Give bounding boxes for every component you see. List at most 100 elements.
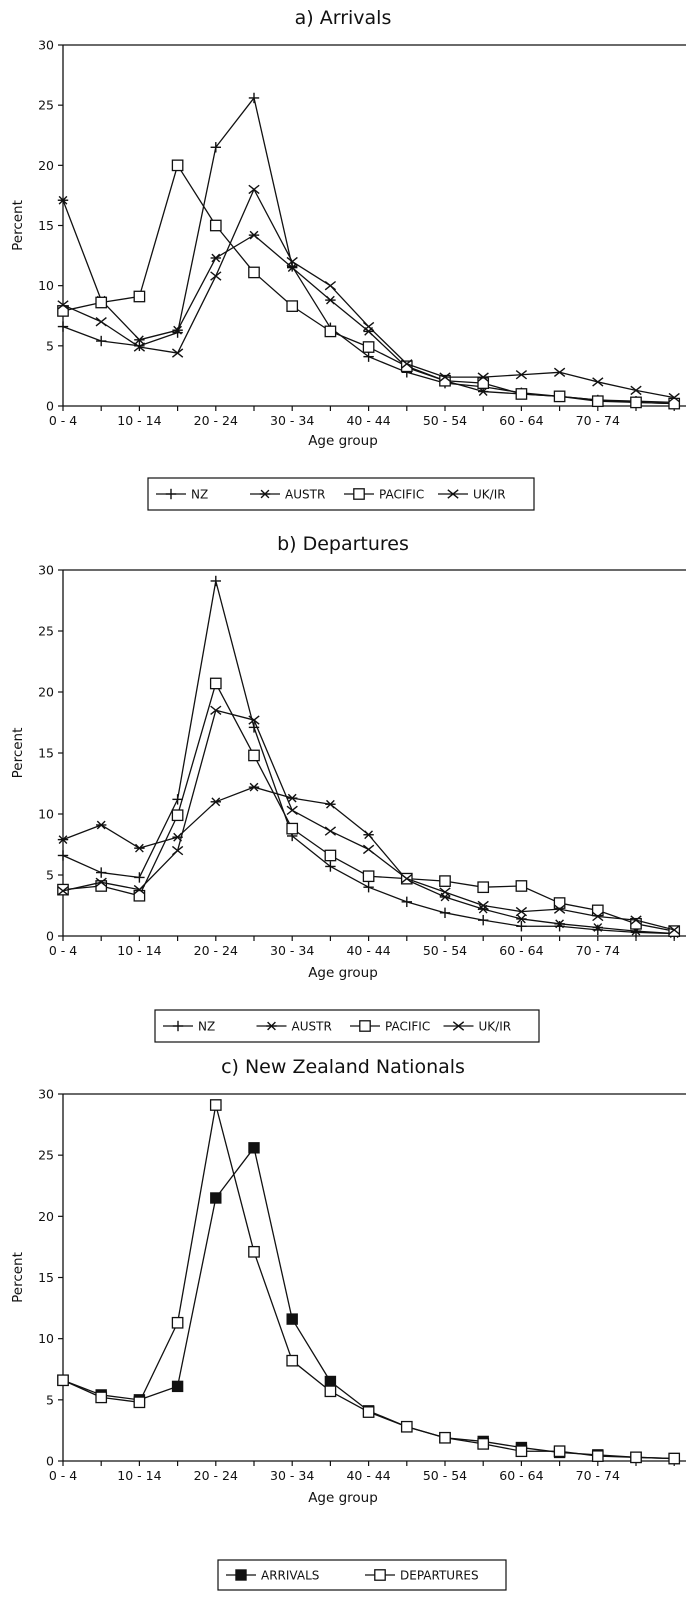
legend-box	[217, 1559, 507, 1591]
data-point-arrivals	[286, 1313, 298, 1325]
data-point-nz	[172, 794, 183, 805]
y-tick-label: 15	[38, 218, 54, 233]
data-point-austr	[210, 797, 221, 807]
data-point-nz	[57, 321, 69, 332]
data-point-pacific	[133, 889, 146, 902]
x-tick-label: 0 - 4	[49, 943, 77, 958]
y-tick-label: 0	[46, 399, 54, 414]
data-point-uk-ir	[439, 887, 451, 897]
data-point-uk-ir	[324, 280, 337, 291]
data-point-austr	[516, 914, 527, 924]
x-tick-label: 30 - 34	[270, 943, 314, 958]
x-tick-label: 20 - 24	[194, 413, 238, 428]
y-tick-label: 0	[46, 929, 54, 944]
data-point-uk-ir	[57, 300, 69, 310]
legend-marker	[447, 489, 459, 499]
y-tick-label: 30	[38, 563, 54, 578]
y-tick-label: 5	[46, 1392, 54, 1407]
legend: ARRIVALS DEPARTURES	[217, 1559, 507, 1591]
y-tick-label: 15	[38, 746, 54, 761]
data-point-pacific	[209, 219, 222, 232]
data-point-departures	[286, 1354, 299, 1367]
x-tick-label: 10 - 14	[117, 943, 161, 958]
data-point-uk-ir	[286, 256, 298, 267]
x-tick-label: 30 - 34	[270, 1468, 314, 1483]
series-uk-ir	[57, 705, 680, 935]
y-axis-label: Percent	[10, 728, 26, 779]
x-tick-label: 0 - 4	[49, 413, 77, 428]
x-tick-label: 40 - 44	[346, 943, 390, 958]
data-point-uk-ir	[439, 372, 451, 382]
x-tick-label: 50 - 54	[423, 413, 467, 428]
series-nz	[57, 92, 680, 408]
data-point-nz	[554, 921, 565, 932]
data-point-arrivals	[210, 1192, 222, 1204]
x-tick-label: 50 - 54	[423, 1468, 467, 1483]
data-point-uk-ir	[553, 904, 566, 914]
data-point-pacific	[362, 870, 375, 883]
x-axis-label: Age group	[308, 1490, 378, 1506]
data-point-uk-ir	[477, 900, 489, 911]
data-point-departures	[439, 1431, 451, 1444]
legend-item-austr: AUSTR	[250, 487, 325, 501]
series-line-austr	[62, 786, 675, 935]
legend-label: DEPARTURES	[400, 1568, 479, 1582]
legend-marker	[452, 1021, 465, 1031]
data-point-uk-ir	[401, 359, 413, 369]
legend-label: ARRIVALS	[261, 1568, 319, 1582]
data-point-nz	[478, 914, 489, 926]
x-tick-label: 20 - 24	[194, 1468, 238, 1483]
legend-marker	[235, 1569, 247, 1581]
data-point-uk-ir	[362, 321, 375, 332]
y-tick-label: 25	[38, 1148, 54, 1163]
data-point-uk-ir	[286, 805, 298, 816]
x-tick-label: 30 - 34	[270, 413, 314, 428]
data-point-pacific	[95, 296, 108, 309]
series-line-pacific	[62, 164, 675, 405]
y-tick-label: 0	[46, 1454, 54, 1469]
data-point-departures	[57, 1374, 69, 1387]
y-axis-label: Percent	[10, 200, 26, 251]
data-point-nz	[96, 867, 107, 878]
data-point-uk-ir	[248, 715, 260, 725]
data-point-nz	[96, 335, 107, 347]
data-point-uk-ir	[592, 911, 604, 922]
data-point-nz	[57, 850, 69, 861]
series-nz	[57, 575, 680, 939]
data-point-pacific	[171, 159, 184, 172]
y-tick-label: 5	[46, 338, 54, 353]
x-axis-label: Age group	[308, 433, 378, 449]
series-pacific	[57, 159, 681, 410]
series-pacific	[57, 677, 681, 937]
y-axis-label: Percent	[10, 1252, 26, 1303]
series-line-uk-ir	[62, 709, 675, 931]
legend-box	[147, 477, 535, 511]
data-point-pacific	[324, 325, 337, 338]
y-tick-label: 10	[38, 1331, 54, 1346]
data-point-uk-ir	[477, 372, 489, 382]
data-point-nz	[363, 351, 374, 362]
data-point-departures	[171, 1316, 184, 1329]
series-line-uk-ir	[62, 188, 675, 399]
data-point-uk-ir	[248, 184, 260, 195]
x-tick-label: 60 - 64	[499, 1468, 543, 1483]
data-point-departures	[591, 1450, 604, 1462]
chart-panel-2: b) Departures 0 5 10 15 20 25 30 0 - 4 10 - 14 20 …	[10, 533, 686, 1043]
y-tick-label: 10	[38, 807, 54, 822]
series-uk-ir	[57, 184, 680, 403]
x-axis-label: Age group	[308, 965, 378, 981]
y-tick-label: 5	[46, 868, 54, 883]
data-point-pacific	[668, 925, 681, 937]
data-point-austr	[96, 820, 107, 830]
x-tick-label: 60 - 64	[499, 943, 543, 958]
data-point-pacific	[133, 290, 146, 303]
data-point-austr	[134, 843, 145, 853]
data-point-pacific	[209, 677, 222, 690]
data-point-uk-ir	[630, 915, 642, 925]
legend-item-pacific: PACIFIC	[350, 1019, 430, 1033]
legend-item-arrivals: ARRIVALS	[226, 1568, 319, 1582]
series-line-austr	[62, 199, 675, 405]
y-tick-label: 30	[38, 1087, 54, 1102]
legend-label: NZ	[191, 487, 208, 501]
data-point-uk-ir	[362, 844, 375, 855]
